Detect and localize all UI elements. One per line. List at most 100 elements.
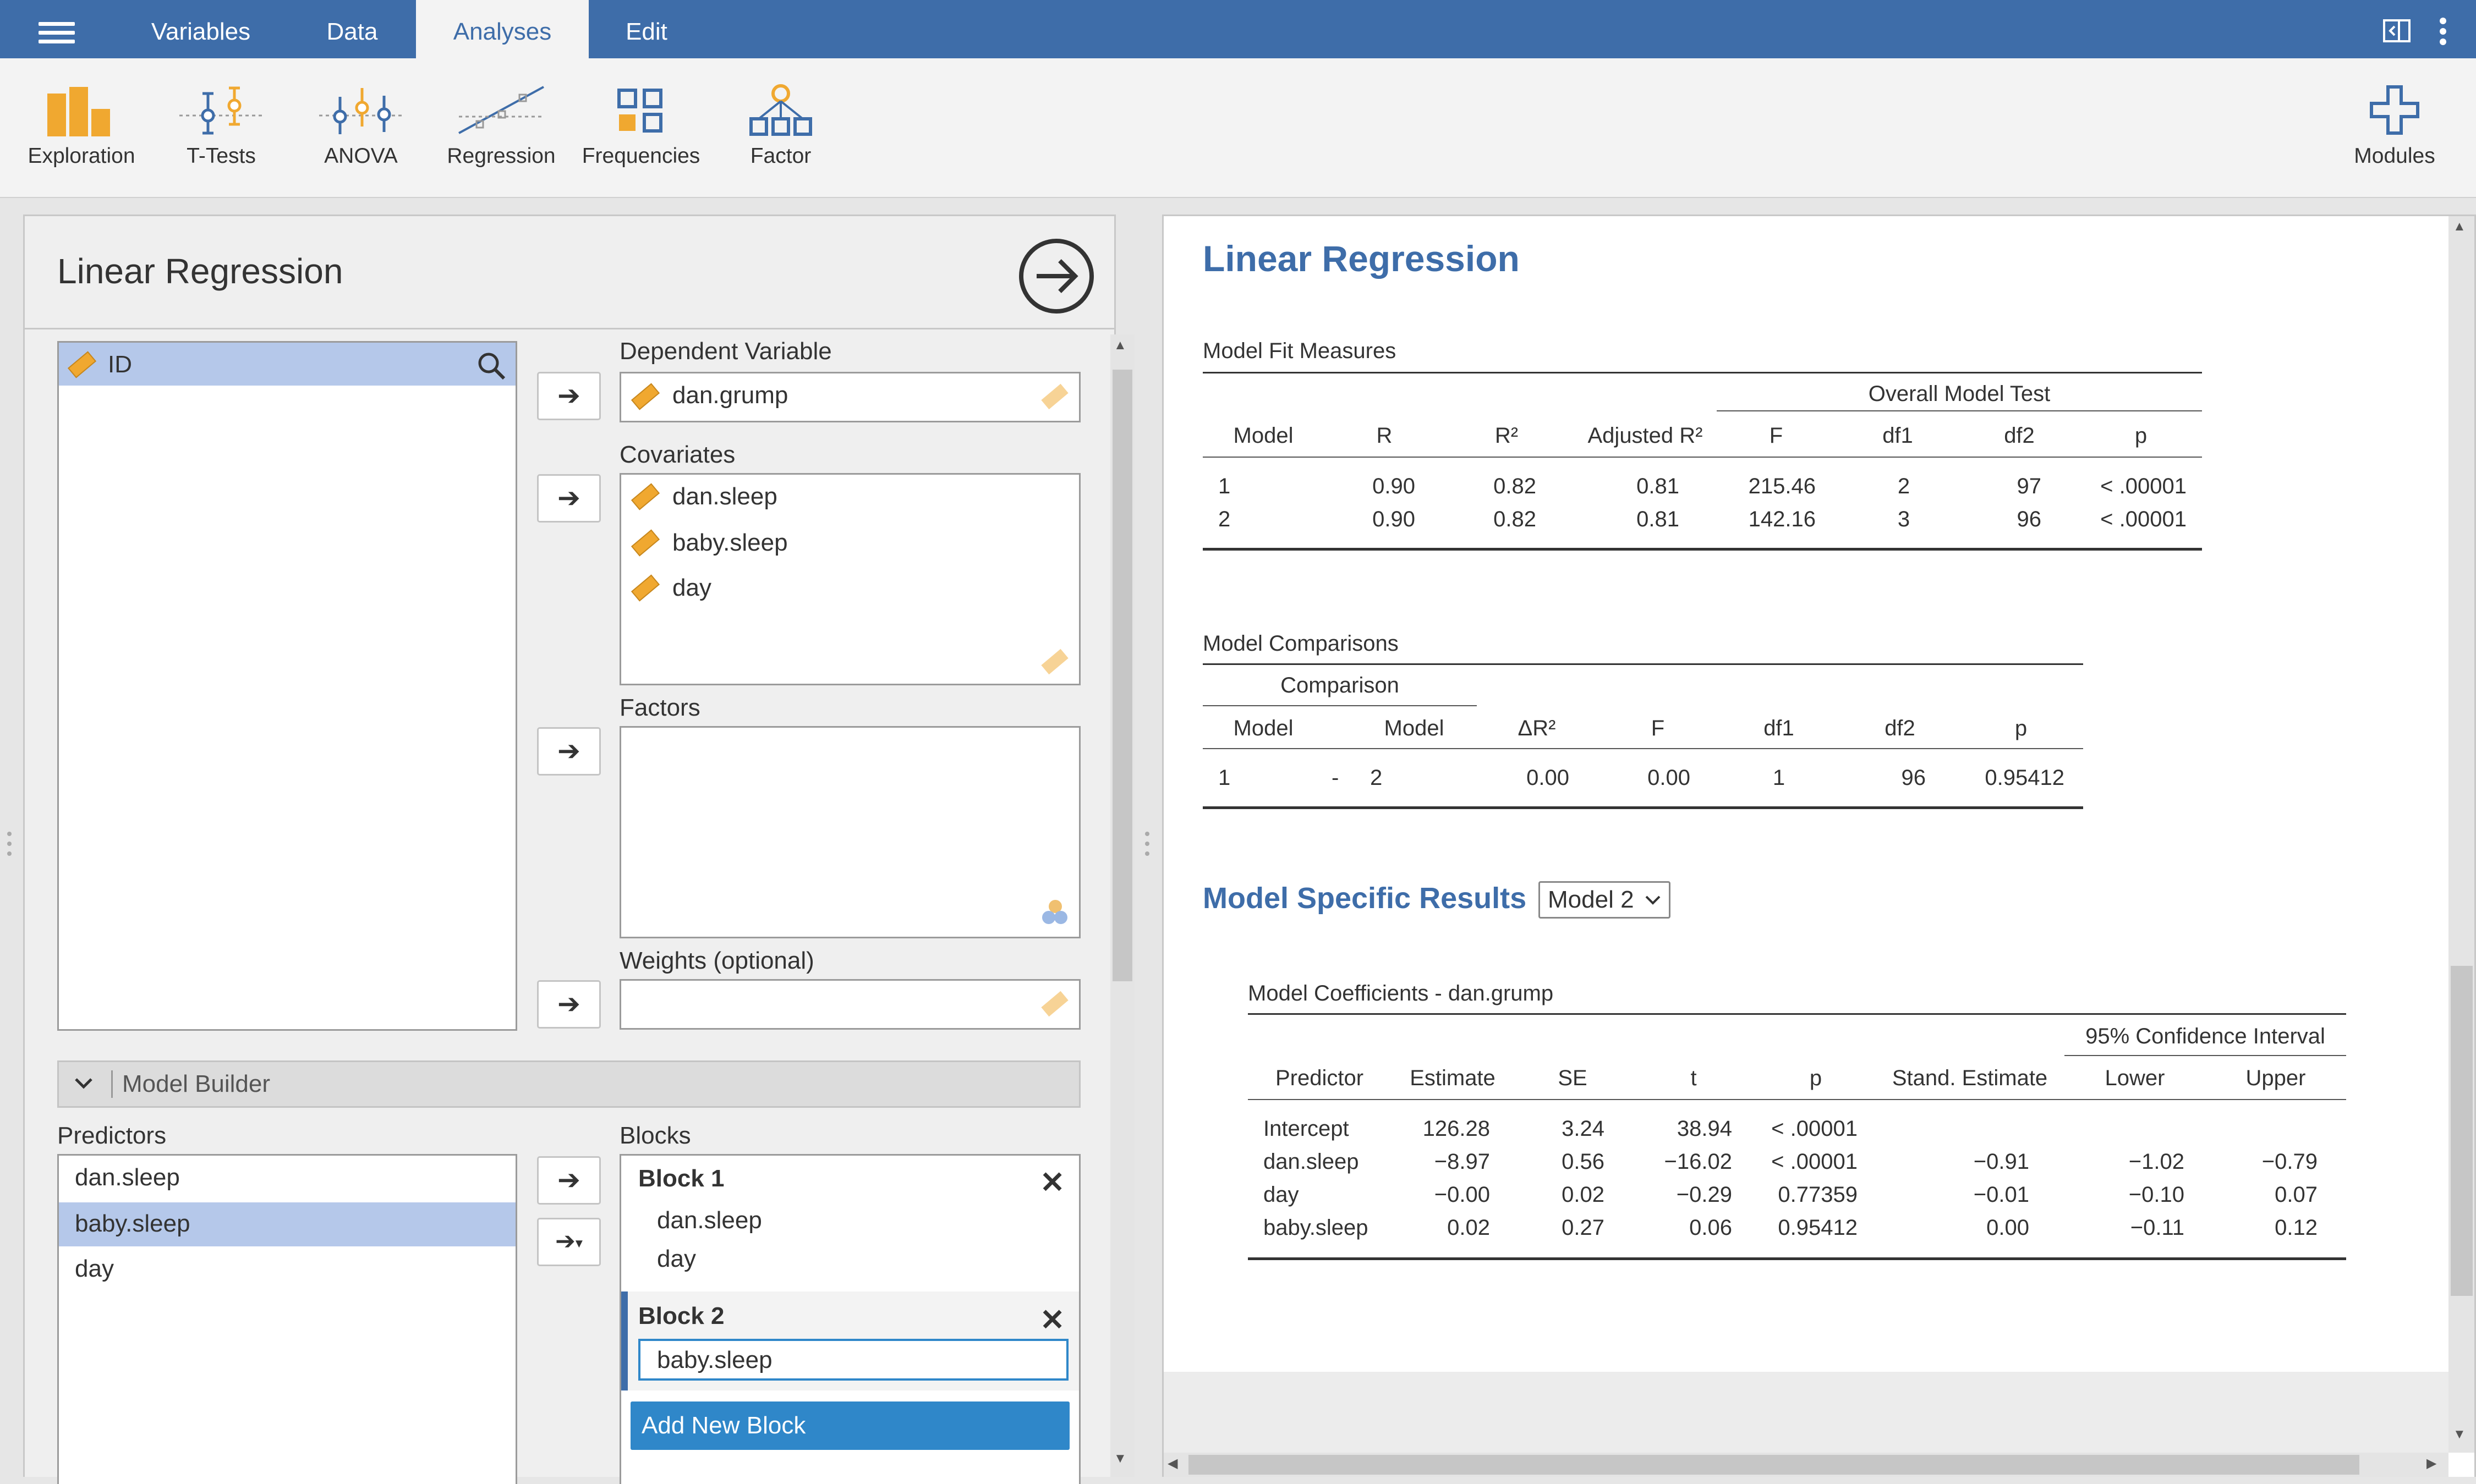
move-to-covariates-button[interactable]: ➔ [537, 474, 601, 523]
table-rule [1203, 663, 2083, 665]
tab-edit[interactable]: Edit [626, 18, 667, 45]
comp-header: df1 [1763, 716, 1794, 740]
coef-cell: 0.00 [1986, 1216, 2029, 1240]
add-new-block-button[interactable]: Add New Block [631, 1401, 1070, 1450]
weights-label: Weights (optional) [620, 947, 814, 974]
add-interaction-button[interactable]: ➔▾ [537, 1218, 601, 1266]
options-header [25, 216, 1114, 329]
dependent-variable-box[interactable] [620, 372, 1081, 422]
options-scrollbar-thumb[interactable] [1113, 370, 1132, 981]
variables-list[interactable] [57, 341, 517, 1031]
move-to-dependent-button[interactable]: ➔ [537, 372, 601, 420]
table-rule [1248, 1099, 2346, 1100]
list-item[interactable] [59, 343, 516, 386]
scroll-right-icon[interactable]: ▶ [2426, 1456, 2437, 1471]
coef-header: Stand. Estimate [1892, 1066, 2048, 1090]
scroll-down-icon[interactable]: ▼ [1114, 1451, 1127, 1466]
continuous-variable-icon [631, 383, 660, 410]
modules-button[interactable]: Modules [2329, 83, 2461, 182]
variable-id: ID [108, 351, 132, 378]
tab-variables[interactable]: Variables [151, 18, 251, 45]
results-title: Linear Regression [1203, 238, 1520, 279]
t-tests-button[interactable]: T-Tests [155, 83, 287, 182]
anova-button[interactable]: ANOVA [295, 83, 427, 182]
frequencies-button[interactable]: Frequencies [575, 83, 707, 182]
block-2-items[interactable] [638, 1339, 1069, 1381]
comp-header: ΔR² [1518, 716, 1556, 740]
coef-header: Upper [2245, 1066, 2306, 1090]
continuous-variable-icon [631, 529, 660, 557]
covariates-list[interactable] [620, 473, 1081, 685]
coef-cell: 0.77359 [1778, 1183, 1858, 1207]
coef-cell: 3.24 [1562, 1117, 1604, 1141]
tab-data[interactable]: Data [326, 18, 378, 45]
factor-button[interactable]: Factor [715, 83, 847, 182]
coef-cell: 126.28 [1422, 1117, 1490, 1141]
coef-header: Estimate [1410, 1066, 1496, 1090]
factors-list[interactable] [620, 726, 1081, 938]
model-builder-header[interactable] [57, 1060, 1081, 1108]
move-to-factors-button[interactable]: ➔ [537, 727, 601, 776]
coef-cell: day [1263, 1183, 1299, 1207]
scroll-up-icon[interactable]: ▲ [2453, 219, 2466, 234]
toggle-panel-icon[interactable] [2382, 19, 2411, 43]
results-hscroll-thumb[interactable] [1188, 1455, 2359, 1475]
scroll-left-icon[interactable]: ◀ [1168, 1456, 1178, 1471]
covariate-item[interactable]: dan.sleep [672, 483, 777, 510]
fit-cell: 1 [1218, 474, 1231, 498]
remove-block-1-icon[interactable]: ✕ [1040, 1166, 1065, 1199]
coef-cell: < .00001 [1771, 1150, 1858, 1174]
scroll-up-icon[interactable]: ▲ [1114, 338, 1127, 353]
comp-table-caption: Model Comparisons [1203, 631, 1399, 656]
regression-button[interactable]: Regression [435, 83, 567, 182]
block-2-title: Block 2 [638, 1302, 725, 1329]
exploration-icon [47, 87, 110, 136]
results-scrollbar-thumb[interactable] [2451, 966, 2473, 1296]
t-tests-label: T-Tests [187, 144, 256, 168]
predictor-item[interactable]: dan.sleep [75, 1164, 180, 1191]
remove-block-2-icon[interactable]: ✕ [1040, 1304, 1065, 1337]
scroll-down-icon[interactable]: ▼ [2453, 1427, 2466, 1442]
fit-header: df2 [2004, 424, 2035, 448]
fit-header: F [1769, 424, 1783, 448]
fit-cell: 3 [1897, 507, 1910, 531]
coef-cell: 0.02 [1562, 1183, 1604, 1207]
fit-cell: 0.81 [1636, 474, 1679, 498]
results-panel [1162, 215, 2476, 1477]
coef-cell: baby.sleep [1263, 1216, 1368, 1240]
center-resize-handle[interactable] [1144, 831, 1150, 858]
continuous-variable-icon [631, 574, 660, 602]
move-to-weights-button[interactable]: ➔ [537, 980, 601, 1029]
covariate-item[interactable]: baby.sleep [672, 529, 788, 556]
tab-analyses[interactable]: Analyses [416, 0, 589, 58]
model-select[interactable]: Model 2 [1538, 881, 1670, 919]
comp-header: Model [1384, 716, 1444, 740]
chevron-down-icon[interactable] [74, 1077, 94, 1090]
covariate-item[interactable]: day [672, 574, 711, 601]
hamburger-menu-icon[interactable] [39, 22, 75, 44]
nominal-type-hint-icon [1042, 900, 1067, 924]
factor-label: Factor [750, 144, 812, 168]
exploration-button[interactable]: Exploration [15, 83, 147, 182]
more-options-icon[interactable] [2437, 17, 2448, 46]
frequencies-icon [617, 89, 662, 133]
search-icon[interactable] [475, 350, 507, 382]
block-item[interactable]: baby.sleep [657, 1346, 773, 1373]
left-resize-handle[interactable] [7, 831, 12, 858]
block-item[interactable]: day [657, 1245, 696, 1272]
fit-cell: 97 [2017, 474, 2042, 498]
coef-cell: 0.56 [1562, 1150, 1604, 1174]
run-arrow-icon[interactable] [1017, 237, 1096, 316]
add-to-block-button[interactable]: ➔ [537, 1156, 601, 1205]
regression-label: Regression [447, 144, 556, 168]
fit-header: df1 [1882, 424, 1913, 448]
weights-box[interactable] [620, 979, 1081, 1030]
fit-header: R [1376, 424, 1393, 448]
anova-label: ANOVA [324, 144, 398, 168]
fit-table-caption: Model Fit Measures [1203, 339, 1396, 363]
predictor-item[interactable]: day [75, 1255, 114, 1282]
block-item[interactable]: dan.sleep [657, 1207, 762, 1234]
predictor-item[interactable]: baby.sleep [75, 1210, 190, 1237]
comp-cell: 1 [1218, 766, 1231, 790]
list-item[interactable] [59, 1202, 516, 1246]
